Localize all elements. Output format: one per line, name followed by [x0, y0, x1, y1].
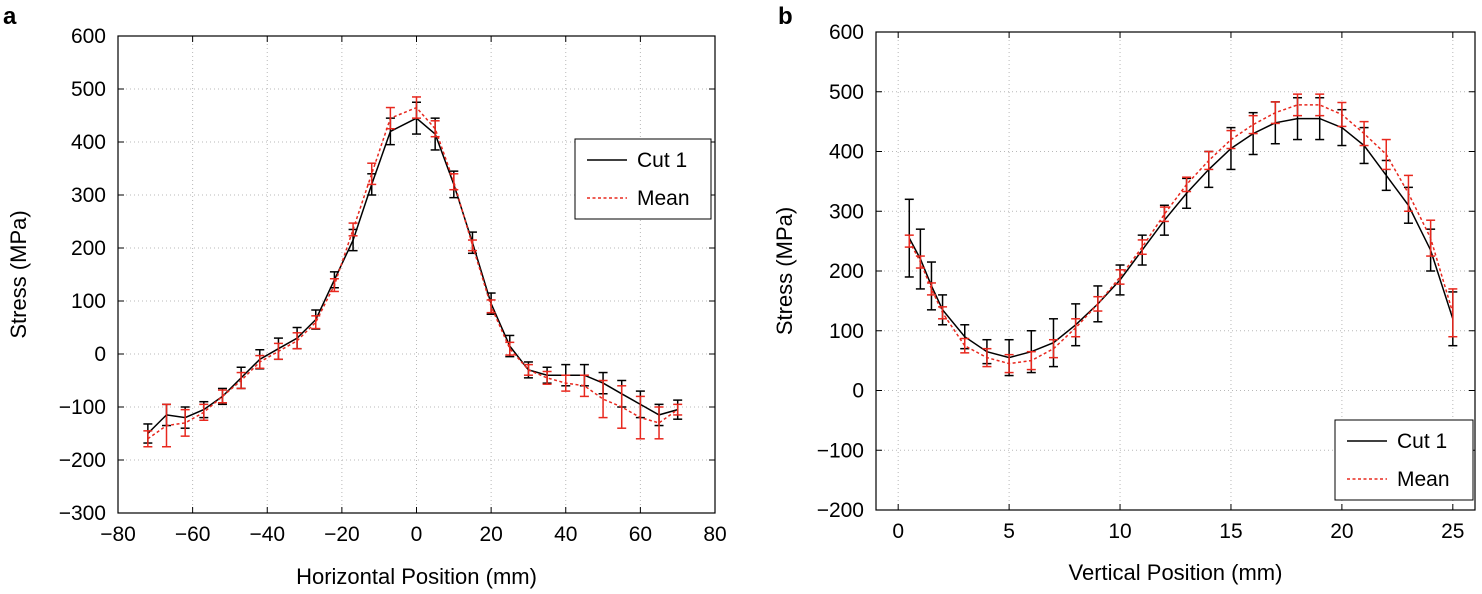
error-bar-mean	[542, 370, 552, 385]
y-tick-label: −200	[59, 449, 106, 472]
y-tick-label: 600	[71, 25, 106, 48]
error-bar-mean	[598, 379, 608, 419]
error-bar-mean	[180, 408, 190, 437]
error-bar-mean	[523, 363, 533, 376]
y-tick-label: 0	[852, 380, 864, 403]
error-bar-mean	[1182, 176, 1192, 193]
x-axis-label: Horizontal Position (mm)	[296, 564, 537, 589]
error-bar-mean	[467, 239, 477, 252]
panel-label: b	[778, 3, 793, 30]
error-bar-mean	[1448, 288, 1458, 338]
legend-label: Cut 1	[637, 149, 687, 172]
legend-label: Mean	[1397, 468, 1450, 491]
x-tick-label: −60	[175, 523, 211, 546]
x-tick-label: 20	[479, 523, 502, 546]
chart-a-svg: −80 −60 −40 −20 0 20 40 60 80−300−200−1000100200…	[3, 3, 727, 589]
y-tick-label: 600	[829, 21, 864, 44]
error-bar-mean	[348, 222, 358, 237]
y-tick-label: 400	[829, 141, 864, 164]
y-tick-label: −100	[59, 396, 106, 419]
legend-label: Cut 1	[1397, 430, 1447, 453]
error-bar-mean	[1137, 239, 1147, 256]
y-tick-label: 100	[829, 320, 864, 343]
error-bar-mean	[505, 341, 515, 356]
x-tick-label: 15	[1219, 520, 1242, 543]
x-tick-label: −80	[100, 523, 136, 546]
x-tick-label: 0	[411, 523, 423, 546]
series-line-mean	[147, 106, 679, 440]
x-tick-label: 40	[554, 523, 577, 546]
y-tick-label: 500	[829, 81, 864, 104]
chart-b-svg: 0 5 10 15 20 25 −200 −100 0 100 200 300 400 500 600 Ver…	[772, 3, 1476, 585]
y-tick-label: 100	[71, 290, 106, 313]
y-tick-label: 0	[94, 343, 106, 366]
error-bar-mean	[292, 332, 302, 350]
y-axis-label: Stress (MPa)	[772, 207, 797, 335]
error-bar-mean	[367, 162, 377, 186]
x-tick-label: −40	[249, 523, 285, 546]
error-bar-mean	[1071, 318, 1081, 338]
x-tick-label: 20	[1330, 520, 1353, 543]
error-bar-mean	[654, 406, 664, 440]
panel-label: a	[3, 3, 17, 30]
error-bar-mean	[1159, 206, 1169, 223]
series-line-cut-1	[908, 117, 1454, 359]
x-axis-label: Vertical Position (mm)	[1069, 560, 1283, 585]
x-tick-label: 80	[703, 523, 726, 546]
y-tick-label: 200	[829, 260, 864, 283]
x-tick-label: 60	[629, 523, 652, 546]
legend-label: Mean	[637, 187, 690, 210]
series-line-mean	[908, 104, 1454, 365]
error-bar-mean	[430, 120, 440, 138]
y-tick-label: −100	[817, 439, 864, 462]
y-tick-label: −300	[59, 502, 106, 525]
error-bar-mean	[1293, 93, 1303, 117]
error-bar-mean	[1315, 93, 1325, 117]
error-bar-mean	[579, 374, 589, 398]
y-tick-label: 300	[829, 200, 864, 223]
legend-box	[1334, 419, 1474, 501]
error-bar-mean	[217, 389, 227, 404]
y-tick-label: 500	[71, 78, 106, 101]
x-tick-label: 10	[1108, 520, 1131, 543]
x-tick-label: 5	[1003, 520, 1015, 543]
error-bar-mean	[1248, 114, 1258, 135]
y-tick-label: 400	[71, 131, 106, 154]
chart-panel-b: 0 5 10 15 20 25 −200 −100 0 100 200 300 400 500 600 Ver…	[741, 0, 1482, 594]
chart-panel-a: −80 −60 −40 −20 0 20 40 60 80 −300 −200 −100 0 100 200…	[3, 3, 727, 589]
legend-box	[574, 138, 712, 220]
error-bar-mean	[960, 337, 970, 354]
y-tick-label: 300	[71, 184, 106, 207]
x-tick-label: 25	[1441, 520, 1464, 543]
x-tick-label: 0	[892, 520, 904, 543]
y-tick-label: −200	[817, 499, 864, 522]
y-tick-label: 200	[71, 237, 106, 260]
error-bar-mean	[1115, 269, 1125, 285]
x-tick-label: −20	[324, 523, 360, 546]
y-axis-label: Stress (MPa)	[6, 210, 31, 338]
